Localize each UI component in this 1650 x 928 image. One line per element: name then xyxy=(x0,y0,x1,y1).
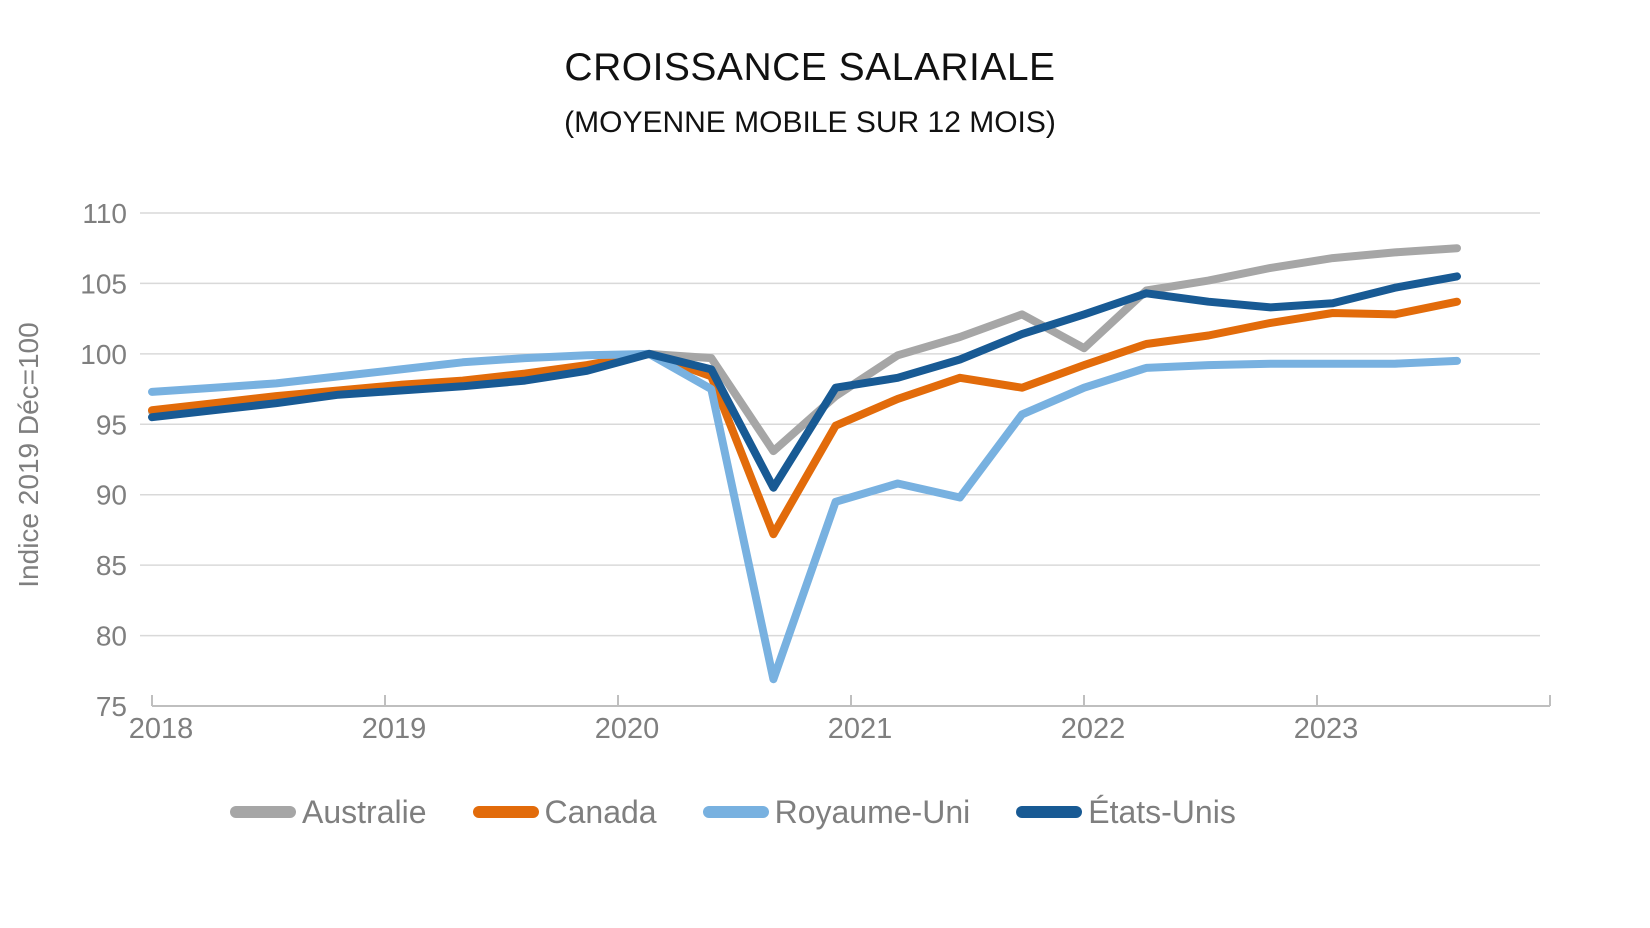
x-tick-label-2023: 2023 xyxy=(1294,713,1359,745)
legend-swatch-royaume-uni xyxy=(702,806,769,818)
chart-subtitle: (MOYENNE MOBILE SUR 12 MOIS) xyxy=(564,106,1056,139)
x-tick-label-2019: 2019 xyxy=(362,713,427,745)
legend-label-canada: Canada xyxy=(544,794,657,830)
y-tick-label-105: 105 xyxy=(80,268,127,299)
legend-item-australie: Australie xyxy=(230,796,427,828)
legend-swatch-australie xyxy=(230,806,296,818)
legend-label-royaume-uni: Royaume-Uni xyxy=(774,794,971,830)
y-tick-label-85: 85 xyxy=(96,550,127,581)
y-tick-label-100: 100 xyxy=(80,339,127,370)
y-tick-label-95: 95 xyxy=(96,409,127,440)
x-tick-label-2020: 2020 xyxy=(595,713,660,745)
legend-swatch-etats-unis xyxy=(1016,806,1083,818)
x-tick-label-2022: 2022 xyxy=(1061,713,1126,745)
legend-item-royaume-uni: Royaume-Uni xyxy=(702,794,971,830)
legend-label-australie: Australie xyxy=(302,794,427,830)
y-tick-label-80: 80 xyxy=(96,621,127,652)
series-line-australie xyxy=(148,244,1461,456)
y-tick-label-110: 110 xyxy=(82,198,127,229)
legend-item-canada: Canada xyxy=(472,794,657,830)
legend-label-etats-unis: États-Unis xyxy=(1088,794,1236,830)
series-line-royaume-uni xyxy=(148,349,1461,684)
legend-item-etats-unis: États-Unis xyxy=(1016,796,1236,828)
y-tick-label-90: 90 xyxy=(96,480,127,511)
x-tick-label-2018: 2018 xyxy=(129,713,194,745)
chart-title: CROISSANCE SALARIALE xyxy=(564,46,1056,89)
legend: Australie Canada Royaume-Uni États-Unis xyxy=(230,796,1236,828)
y-axis-title: Indice 2019 Déc=100 xyxy=(13,322,44,587)
y-tick-label-75: 75 xyxy=(96,691,127,722)
x-tick-label-2021: 2021 xyxy=(828,713,893,745)
series-line--tats-unis xyxy=(148,272,1461,492)
legend-swatch-canada xyxy=(472,806,539,818)
series-line-canada xyxy=(148,297,1461,539)
